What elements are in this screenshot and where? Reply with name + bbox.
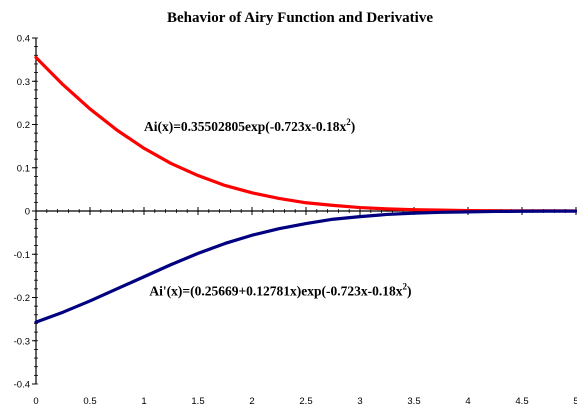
- x-tick-label: 0: [33, 396, 38, 407]
- annotation-ai: Ai(x)=0.35502805exp(-0.723x-0.18x2): [144, 117, 355, 134]
- y-tick-label: -0.1: [14, 250, 30, 261]
- annotations: Ai(x)=0.35502805exp(-0.723x-0.18x2) Ai'(x…: [144, 117, 412, 298]
- series-layer: [34, 55, 577, 324]
- x-tick-label: 5: [573, 396, 577, 407]
- chart-title: Behavior of Airy Function and Derivative: [167, 10, 433, 26]
- x-tick-label: 4: [465, 396, 470, 407]
- y-tick-label: -0.3: [14, 336, 30, 347]
- y-tick-label: 0.2: [17, 120, 30, 131]
- x-tick-label: 2.5: [299, 396, 312, 407]
- axes: 0.40.30.20.10-0.1-0.2-0.3-0.40 0.5 1 1.5 2 2.…: [14, 34, 577, 408]
- y-tick-label: 0: [25, 207, 30, 218]
- annotation-ai-prime: Ai'(x)=(0.25669+0.12781x)exp(-0.723x-0.1…: [149, 281, 411, 298]
- y-tick-label: -0.2: [14, 293, 30, 304]
- x-tick-label: 2: [249, 396, 254, 407]
- x-tick-label: 1: [141, 396, 146, 407]
- series-line-ai: [34, 55, 577, 213]
- x-tick-label: 3: [357, 396, 362, 407]
- series-line-ai-prime: [34, 209, 577, 324]
- y-tick-label: 0.4: [17, 34, 30, 45]
- y-tick-label: 0.1: [17, 163, 30, 174]
- x-tick-label: 3.5: [407, 396, 420, 407]
- x-tick-label: 1.5: [191, 396, 204, 407]
- y-tick-label: 0.3: [17, 77, 30, 88]
- x-tick-label: 4.5: [515, 396, 528, 407]
- y-tick-label: -0.4: [14, 380, 30, 391]
- x-tick-label: 0.5: [83, 396, 96, 407]
